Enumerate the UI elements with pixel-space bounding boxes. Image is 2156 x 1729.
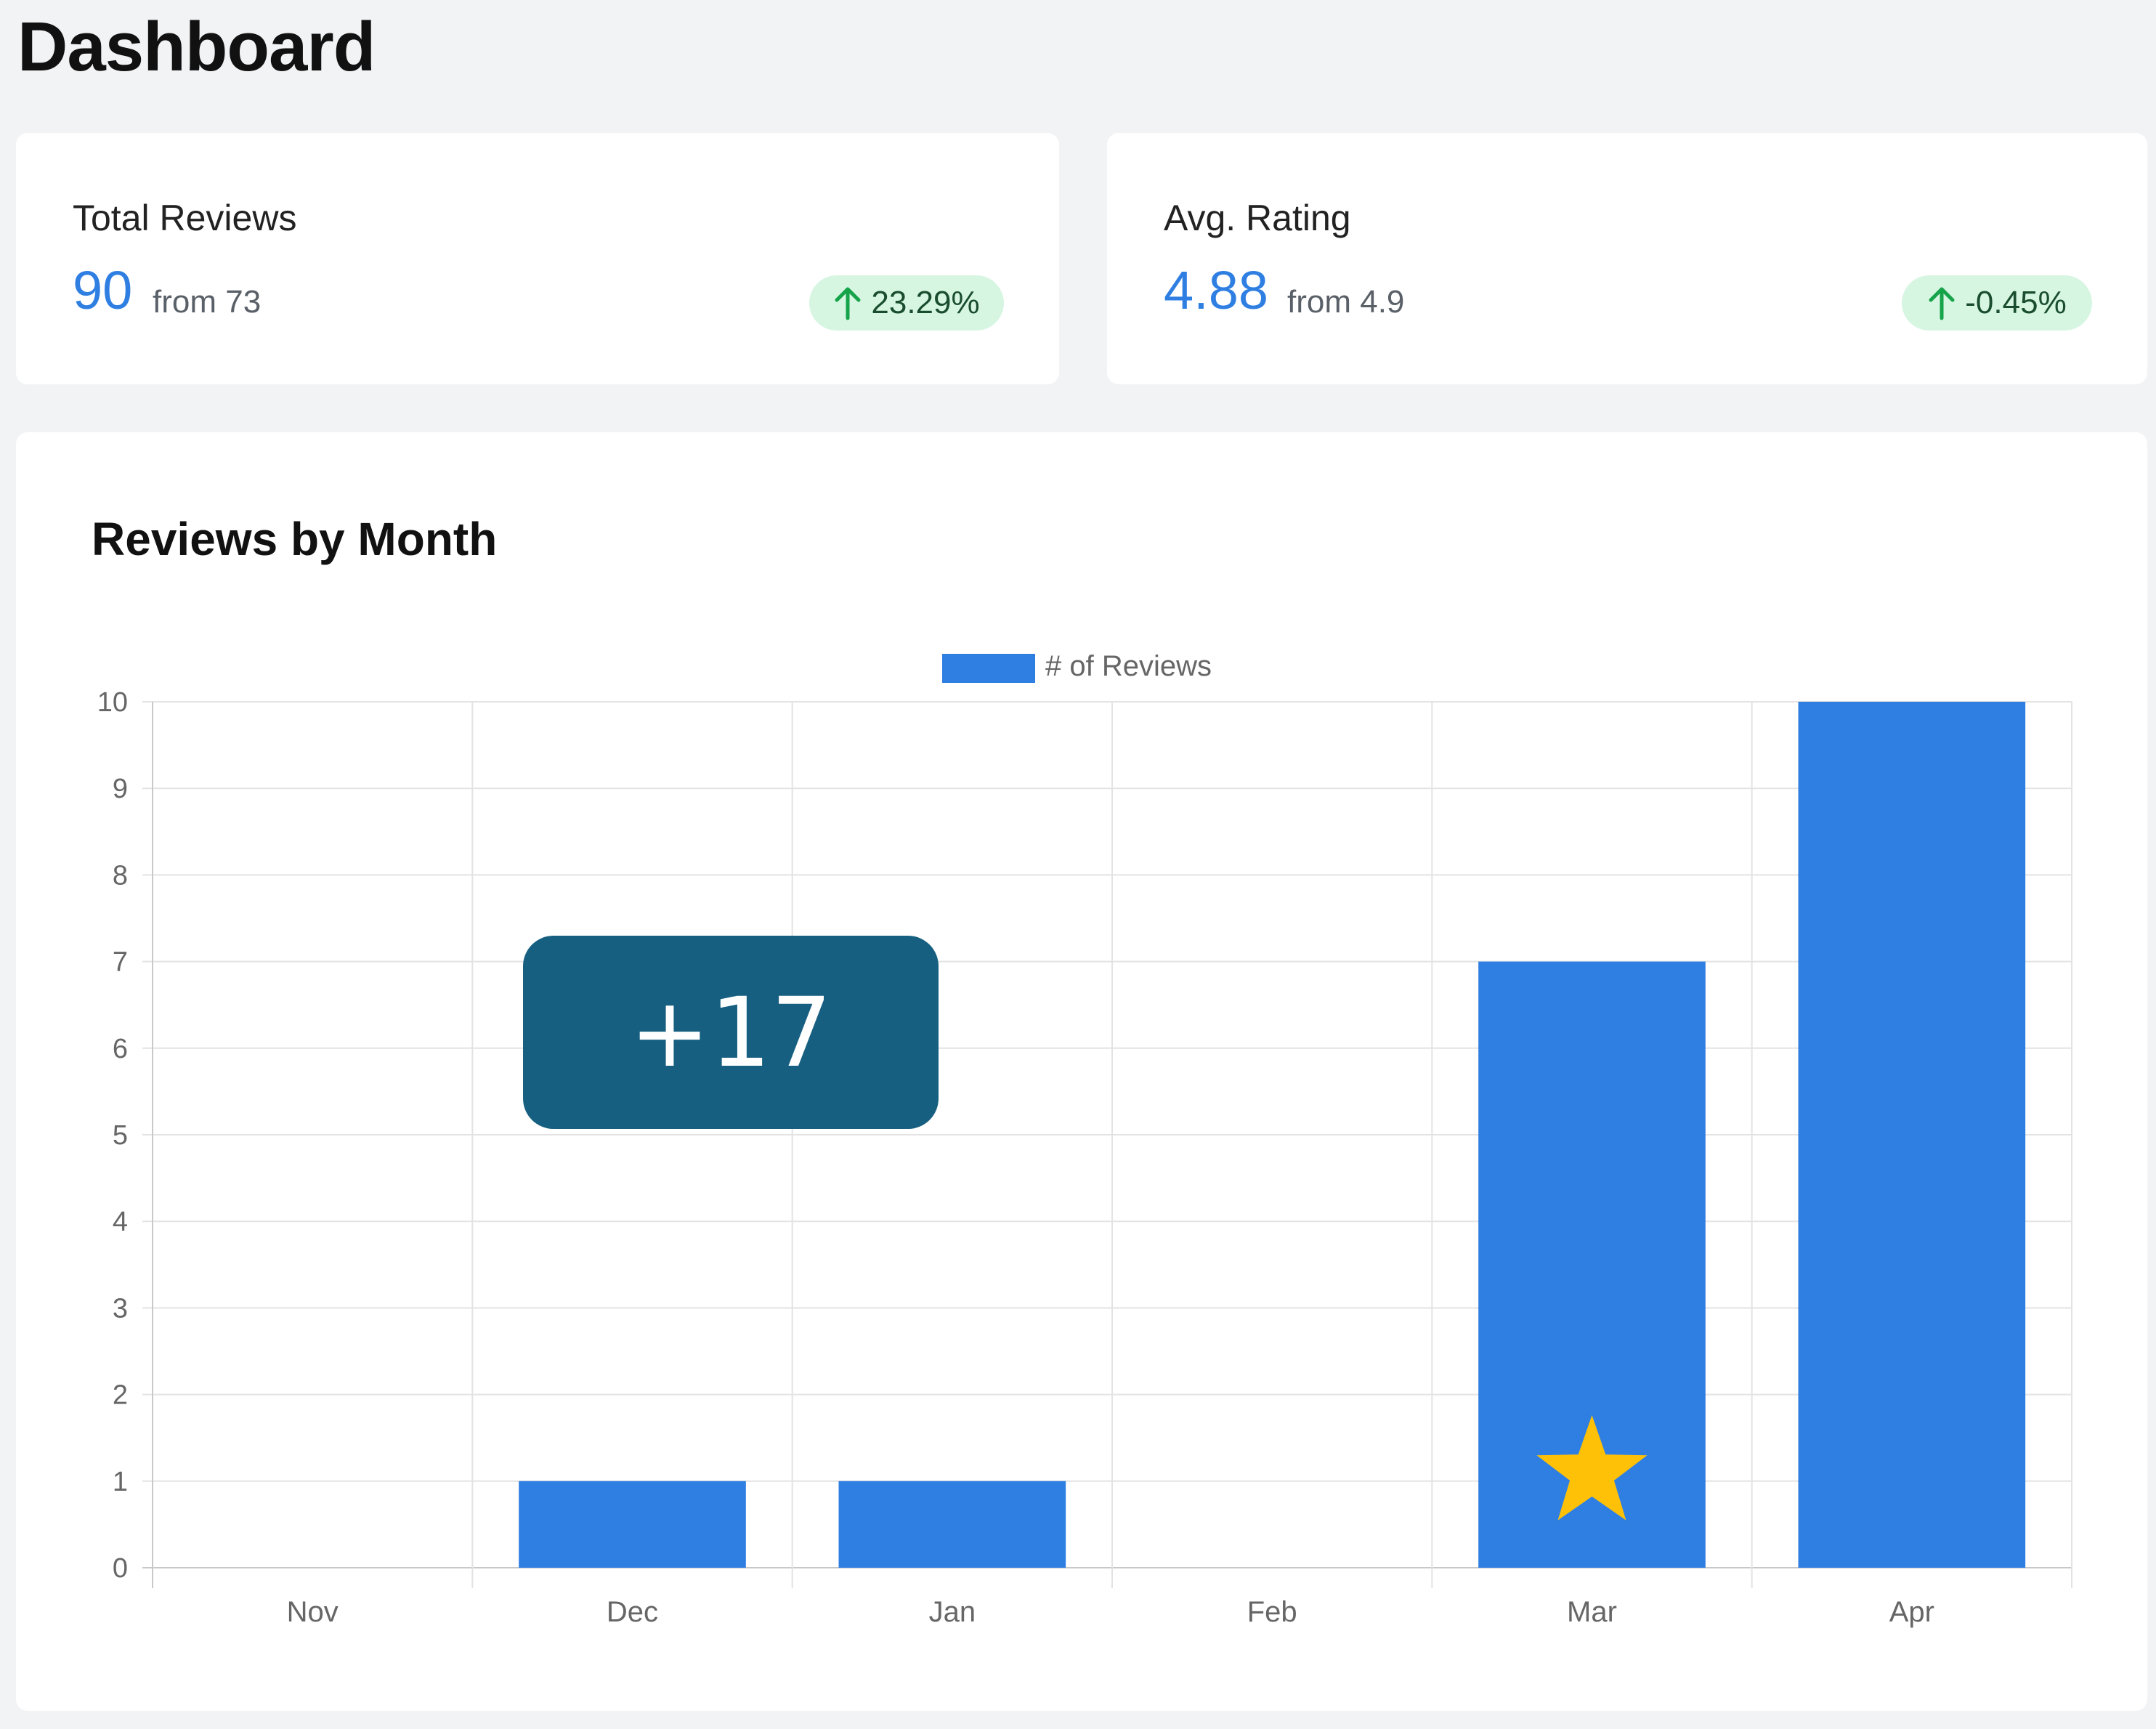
change-callout-text: +17 — [630, 977, 832, 1089]
y-tick-label: 8 — [113, 860, 128, 891]
y-tick-label: 10 — [97, 687, 128, 718]
reviews-by-month-card: Reviews by Month 0 1 2 3 4 5 6 7 8 9 10 Nov Dec Jan Fe… — [16, 432, 2147, 1711]
x-tick-label: Dec — [607, 1596, 658, 1628]
y-tick-label: 7 — [113, 947, 128, 978]
reviews-bar-chart: 0 1 2 3 4 5 6 7 8 9 10 Nov Dec Jan Feb Mar Apr # of Revie… — [97, 650, 2072, 1628]
x-tick-label: Nov — [287, 1596, 339, 1628]
chart-title: Reviews by Month — [92, 513, 498, 565]
y-tick-label: 3 — [113, 1293, 128, 1324]
avg-rating-value: 4.88 — [1164, 260, 1269, 320]
legend-swatch — [942, 654, 1035, 683]
arrow-up-icon — [835, 287, 861, 320]
y-tick-label: 9 — [113, 774, 128, 804]
x-tick-label: Apr — [1889, 1596, 1934, 1628]
bar-apr — [1798, 702, 2026, 1568]
arrow-up-icon — [1929, 287, 1955, 320]
avg-rating-card: Avg. Rating 4.88 from 4.9 -0.45% — [1107, 133, 2147, 384]
y-tick-label: 5 — [113, 1120, 128, 1151]
total-reviews-change-badge: 23.29% — [809, 275, 1004, 331]
avg-rating-previous: from 4.9 — [1287, 284, 1405, 320]
total-reviews-label: Total Reviews — [73, 198, 297, 238]
x-tick-label: Feb — [1247, 1596, 1297, 1628]
page-title: Dashboard — [17, 8, 376, 86]
total-reviews-value: 90 — [73, 260, 133, 320]
y-tick-label: 4 — [113, 1207, 128, 1237]
y-tick-label: 6 — [113, 1034, 128, 1064]
y-tick-label: 0 — [113, 1553, 128, 1584]
bar-jan — [838, 1481, 1066, 1568]
total-reviews-previous: from 73 — [153, 284, 262, 320]
star-icon — [1536, 1415, 1648, 1521]
x-tick-label: Jan — [929, 1596, 976, 1628]
avg-rating-change: -0.45% — [1965, 285, 2067, 320]
avg-rating-change-badge: -0.45% — [1902, 275, 2092, 331]
bar-dec — [519, 1481, 746, 1568]
change-callout — [523, 936, 939, 1129]
y-tick-label: 2 — [113, 1380, 128, 1411]
total-reviews-change: 23.29% — [871, 285, 980, 320]
avg-rating-label: Avg. Rating — [1164, 198, 1351, 238]
legend-label: # of Reviews — [1045, 650, 1212, 682]
x-tick-label: Mar — [1567, 1596, 1617, 1628]
total-reviews-card: Total Reviews 90 from 73 23.29% — [16, 133, 1059, 384]
y-tick-label: 1 — [113, 1467, 128, 1497]
